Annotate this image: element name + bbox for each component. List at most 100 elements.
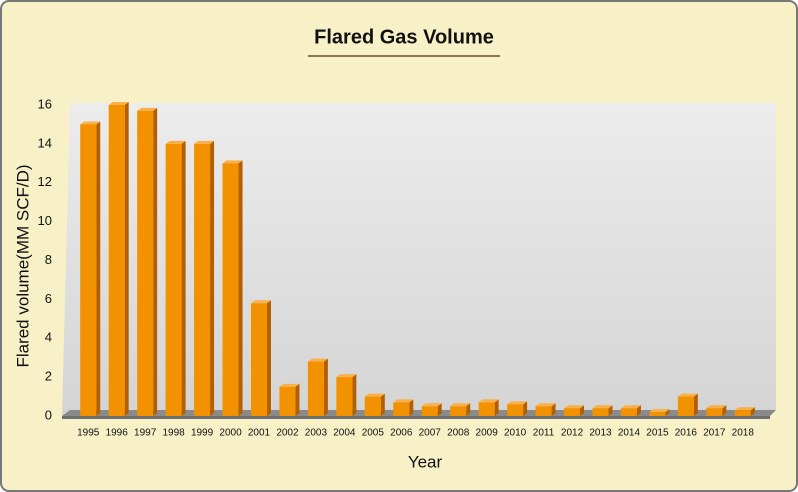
y-tick-label: 16 (38, 96, 52, 111)
x-tick-label: 2011 (533, 428, 555, 439)
bar-top (165, 140, 186, 144)
bar (307, 361, 324, 416)
x-tick-label: 2016 (675, 428, 698, 439)
y-tick-label: 14 (38, 135, 52, 150)
bar-top (734, 407, 755, 411)
y-tick-label: 12 (38, 174, 52, 189)
bar-top (535, 403, 556, 407)
bar-side (665, 409, 670, 416)
bar-top (279, 383, 300, 387)
bar (80, 124, 97, 416)
bar-side (181, 140, 186, 416)
bar-side (608, 405, 613, 416)
x-axis-title: Year (408, 452, 443, 471)
bar (677, 396, 694, 416)
y-axis-title: Flared volume(MM SCF/D) (13, 164, 32, 367)
bar-top (222, 160, 243, 164)
bar (649, 412, 666, 416)
bar (507, 404, 524, 416)
x-tick-label: 2007 (419, 428, 442, 439)
x-tick-label: 1999 (191, 428, 214, 439)
bar (564, 408, 581, 416)
bar (336, 377, 353, 416)
y-tick-label: 8 (45, 252, 52, 267)
bar-top (393, 399, 414, 403)
bar-top (336, 374, 357, 378)
bar (535, 406, 552, 416)
y-tick-label: 4 (45, 330, 52, 345)
y-tick-label: 10 (38, 213, 52, 228)
x-tick-label: 2004 (333, 428, 356, 439)
bar (620, 408, 637, 416)
bar-top (421, 403, 442, 407)
bar (421, 406, 438, 416)
bar (222, 163, 239, 416)
bar (250, 303, 267, 416)
x-tick-label: 2017 (703, 428, 726, 439)
bar-side (96, 121, 101, 416)
bar-side (494, 399, 499, 416)
bar-side (124, 102, 129, 416)
bar-top (250, 300, 271, 304)
x-tick-label: 2005 (362, 428, 385, 439)
bar-top (649, 409, 670, 413)
bar-top (137, 107, 158, 111)
x-tick-label: 2014 (618, 428, 641, 439)
bar-side (266, 300, 271, 416)
bar (279, 386, 296, 416)
bar-side (210, 140, 215, 416)
x-tick-label: 1997 (134, 428, 157, 439)
bar (364, 396, 381, 416)
bar-side (295, 383, 300, 416)
bar (393, 402, 410, 416)
bar-side (352, 374, 357, 416)
bar-side (750, 407, 755, 416)
bar-side (523, 401, 528, 416)
floor-edge (62, 416, 770, 419)
bar (592, 408, 609, 416)
bar (137, 110, 154, 417)
bar-side (580, 405, 585, 416)
y-tick-label: 0 (45, 407, 52, 422)
bar (165, 143, 182, 416)
bar-top (620, 405, 641, 409)
bar (194, 143, 211, 416)
bar (734, 410, 751, 416)
bar-top (592, 405, 613, 409)
x-tick-label: 2002 (276, 428, 299, 439)
x-tick-label: 2003 (305, 428, 328, 439)
x-tick-label: 1996 (106, 428, 129, 439)
x-tick-label: 2015 (646, 428, 669, 439)
bar-top (706, 405, 727, 409)
bar (450, 406, 467, 416)
y-tick-label: 2 (45, 369, 52, 384)
bar-top (507, 401, 528, 405)
bar-top (677, 393, 698, 397)
bar-side (551, 403, 556, 416)
bar-side (636, 405, 641, 416)
x-tick-label: 2001 (248, 428, 271, 439)
bar (478, 402, 495, 416)
bar-top (80, 121, 101, 125)
x-tick-label: 2010 (504, 428, 527, 439)
x-tick-label: 2006 (390, 428, 413, 439)
bar (108, 105, 125, 416)
bar (706, 408, 723, 416)
x-tick-label: 2012 (561, 428, 584, 439)
bar-top (194, 140, 215, 144)
x-tick-label: 2018 (732, 428, 755, 439)
bar-side (722, 405, 727, 416)
bar-side (323, 358, 328, 416)
chart-title: Flared Gas Volume (314, 26, 494, 48)
x-tick-label: 2009 (476, 428, 499, 439)
bar-side (153, 107, 158, 417)
bar-top (307, 358, 328, 362)
x-tick-label: 2013 (589, 428, 612, 439)
x-tick-label: 1998 (162, 428, 185, 439)
x-tick-label: 2008 (447, 428, 470, 439)
y-tick-label: 6 (45, 291, 52, 306)
bar-side (466, 403, 471, 416)
bar-side (238, 160, 243, 416)
bar-top (478, 399, 499, 403)
plot: 0 2 4 6 8 10 12 14 16 1995 1996 1997 1998 1999 2000 200… (38, 96, 755, 439)
